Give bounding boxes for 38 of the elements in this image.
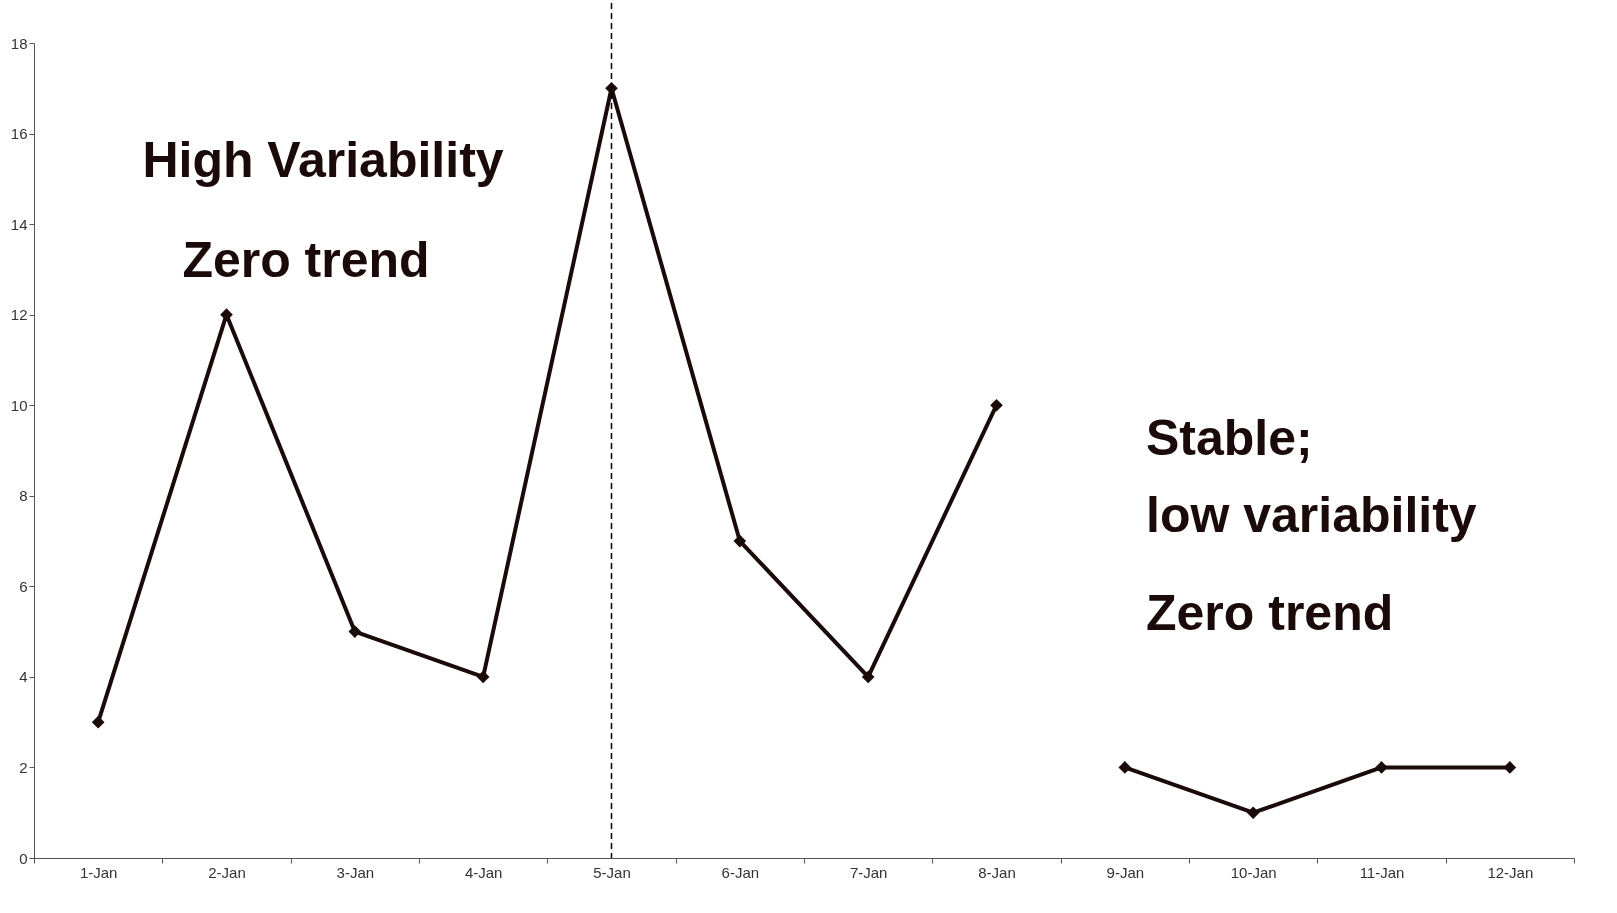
x-tick-label: 1-Jan: [79, 863, 118, 881]
annotation: low variability: [1146, 487, 1477, 543]
annotation: Zero trend: [1146, 585, 1394, 641]
x-tick-label: 12-Jan: [1487, 863, 1534, 881]
y-tick-label: 2: [19, 758, 28, 776]
point: [91, 715, 105, 729]
y-tick-label: 8: [19, 487, 28, 505]
x-tick-label: 2-Jan: [208, 863, 246, 881]
x-tick-label: 9-Jan: [1106, 863, 1145, 881]
annotation: High Variability: [142, 132, 504, 188]
x-tick-label: 3-Jan: [336, 863, 375, 881]
point: [733, 534, 747, 548]
point: [861, 670, 875, 684]
y-tick-label: 6: [19, 577, 28, 595]
x-tick-label: 7-Jan: [849, 863, 888, 881]
y-tick-label: 18: [10, 34, 28, 52]
point: [220, 308, 233, 321]
x-tick-label: 11-Jan: [1359, 863, 1405, 881]
y-tick-label: 10: [10, 396, 28, 414]
point: [1118, 761, 1132, 774]
point: [348, 625, 362, 638]
y-tick-label: 4: [19, 668, 28, 686]
annotation: Stable;: [1146, 410, 1313, 466]
x-tick-label: 5-Jan: [593, 863, 631, 881]
y-tick-label: 14: [10, 215, 28, 233]
x-tick-label: 8-Jan: [978, 863, 1016, 881]
point: [1246, 806, 1260, 820]
point: [476, 670, 490, 684]
point: [990, 398, 1003, 412]
point: [1503, 761, 1517, 774]
point: [1375, 761, 1388, 774]
x-tick-label: 4-Jan: [464, 863, 503, 881]
y-tick-label: 0: [19, 849, 28, 867]
annotation: Zero trend: [182, 232, 430, 288]
x-tick-label: 6-Jan: [721, 863, 760, 881]
y-tick-label: 16: [10, 125, 28, 143]
x-tick-label: 10-Jan: [1230, 863, 1277, 881]
y-tick-label: 12: [10, 306, 28, 324]
